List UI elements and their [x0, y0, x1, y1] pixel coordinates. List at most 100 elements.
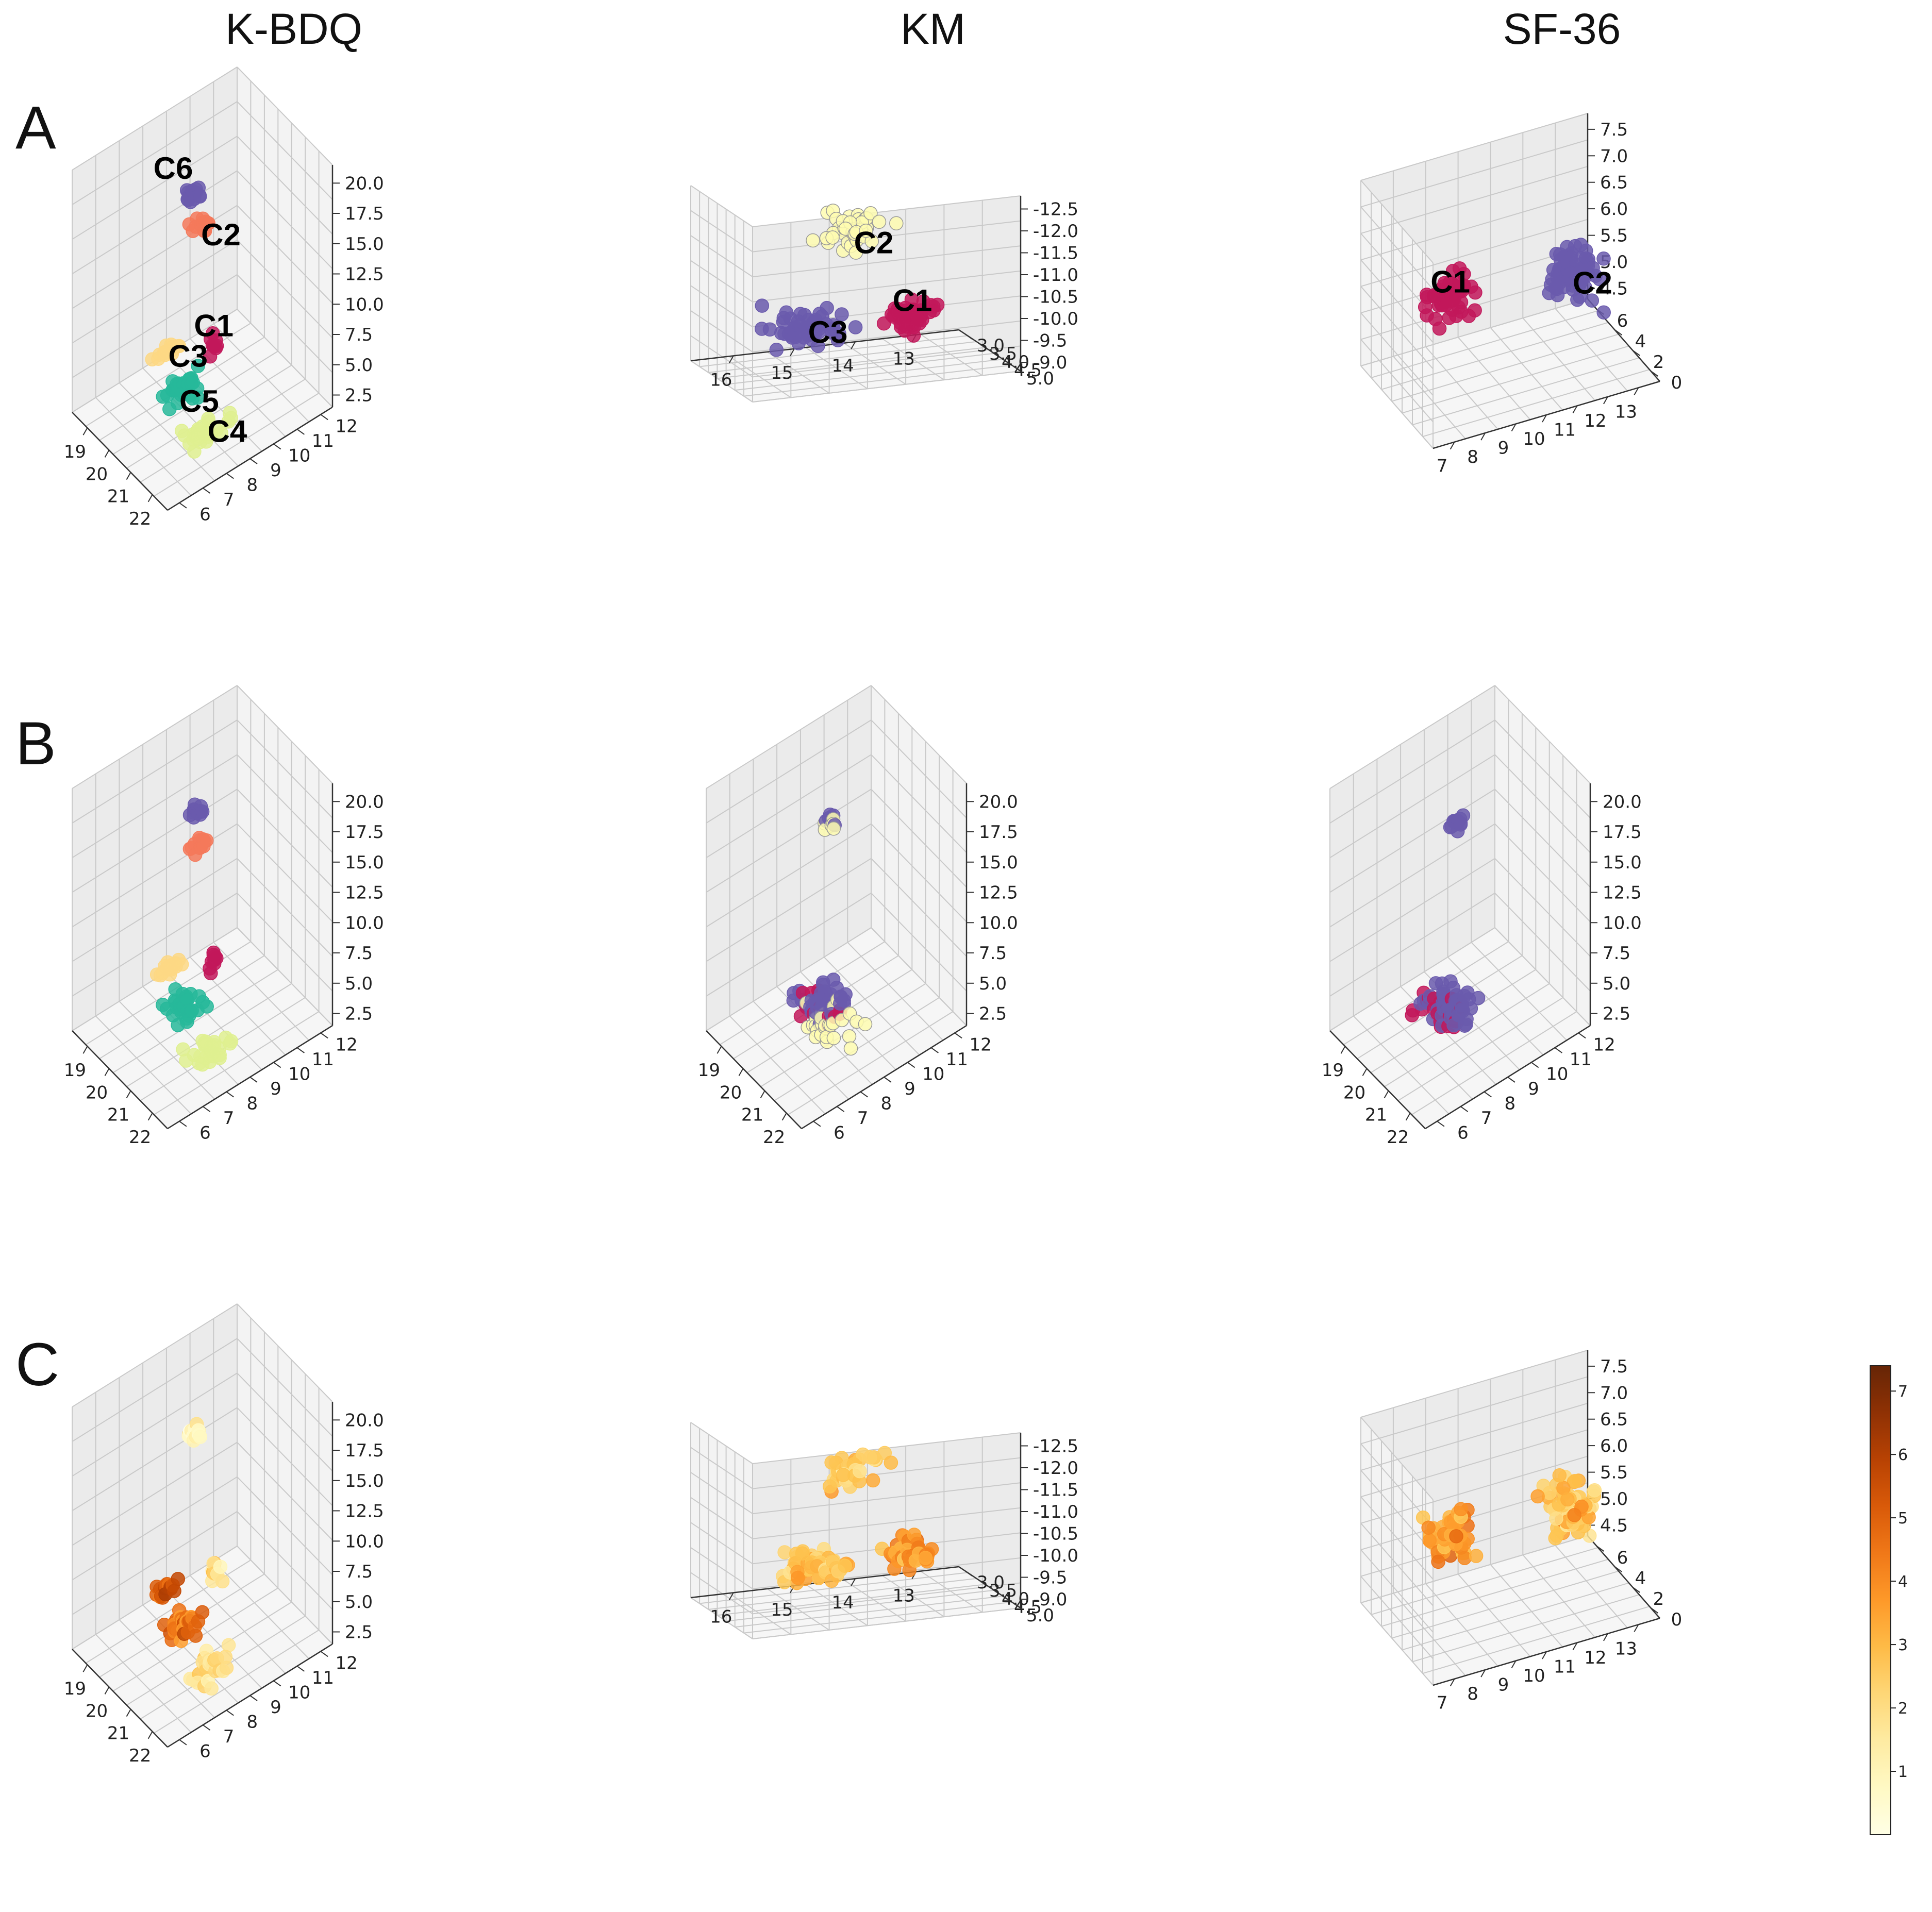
z-tick-label: 10.0 — [345, 294, 384, 315]
grid-line — [1425, 1583, 1498, 1667]
colorbar-tick-label: 7 — [1898, 1383, 1908, 1401]
y-tick-label: 12 — [1593, 1034, 1615, 1055]
y-tick-label: 6 — [1617, 1548, 1628, 1568]
grid-line — [213, 323, 310, 423]
z-tick-label: -12.5 — [1033, 1436, 1078, 1457]
z-tick-label: 7.5 — [1600, 120, 1628, 140]
grid-line — [706, 823, 872, 928]
grid-line — [690, 1547, 753, 1589]
grid-line — [871, 719, 967, 818]
data-point-km-c2 — [826, 821, 841, 836]
y-tick-label: 7 — [223, 490, 235, 510]
data-point-c4 — [218, 1650, 233, 1664]
z-tick-label: 5.0 — [345, 355, 373, 376]
column-title-sf36: SF-36 — [1503, 5, 1621, 53]
x-tick-label: 13 — [893, 349, 915, 370]
grid-line — [690, 310, 753, 353]
colorbar: 1 2 3 4 5 6 7 — [1870, 1361, 1908, 1845]
x-tick-label: 8 — [1467, 1684, 1478, 1704]
z-tick-label: 15.0 — [345, 852, 384, 873]
data-point-c2 — [806, 233, 820, 248]
z-tick-label: 7.5 — [345, 943, 373, 964]
data-point-c4 — [212, 1051, 227, 1065]
y-tick-label: 12 — [335, 416, 357, 437]
data-point-c2 — [1570, 292, 1585, 307]
grid-line — [119, 1619, 215, 1718]
z-tick-label: -10.5 — [1033, 1524, 1078, 1545]
x-tick-label: 19 — [1322, 1060, 1344, 1081]
y-tick-label: 8 — [246, 1094, 258, 1114]
y-tick — [1578, 1032, 1586, 1039]
data-point-c3 — [826, 318, 841, 332]
y-tick-label: 6 — [199, 1741, 211, 1762]
z-tick-label: 6.0 — [1600, 1436, 1628, 1456]
panel-a-km: 16 15 14 13 3.0 3.5 4.0 4.5 5.0 -9.0 -9.5 -10.0 -10.… — [670, 119, 1289, 675]
grid-line — [1360, 1602, 1434, 1686]
x-tick — [104, 1686, 110, 1695]
data-point-c2 — [824, 1455, 839, 1470]
y-tick — [226, 1709, 234, 1716]
y-tick-label: 7 — [857, 1108, 869, 1129]
y-tick-label: 2 — [1653, 352, 1664, 373]
data-point-c1 — [1452, 261, 1467, 276]
y-tick — [273, 443, 281, 450]
grid-line — [72, 858, 238, 962]
y-tick — [977, 1579, 985, 1585]
colorbar-tick-label: 5 — [1898, 1510, 1908, 1528]
x-tick — [790, 348, 795, 357]
y-tick-label: 6 — [199, 1123, 211, 1144]
pane-floor — [1361, 1536, 1660, 1685]
y-tick-label: 5.0 — [1026, 368, 1054, 389]
z-tick-label: 17.5 — [345, 204, 384, 224]
x-axis-line — [1329, 1030, 1426, 1129]
grid-line — [871, 927, 967, 1026]
colorbar-svg: 1 2 3 4 5 6 7 — [1870, 1365, 1908, 1835]
x-tick — [1634, 1624, 1639, 1632]
x-tick-label: 20 — [1343, 1082, 1365, 1103]
z-tick-label: -9.0 — [1033, 353, 1067, 373]
data-point-c5 — [195, 1605, 210, 1620]
y-tick — [249, 1695, 258, 1701]
grid-line — [237, 66, 333, 165]
y-tick — [1484, 1091, 1492, 1098]
data-point-c3 — [835, 307, 849, 322]
grid-line — [237, 101, 333, 200]
data-point-c2 — [201, 216, 215, 231]
grid-line — [1376, 1001, 1473, 1100]
y-tick — [1437, 1120, 1445, 1127]
x-tick-label: 9 — [1498, 438, 1509, 459]
y-tick-label: 3.0 — [977, 336, 1005, 356]
grid-line — [752, 220, 1021, 253]
grid-line — [1329, 858, 1495, 962]
grid-line — [690, 1447, 753, 1489]
x-tick-label: 11 — [1554, 1656, 1576, 1677]
cluster-label-c3: C3 — [168, 339, 208, 374]
grid-line — [871, 789, 967, 888]
grid-line — [690, 1497, 753, 1539]
x-tick-label: 10 — [1523, 429, 1545, 449]
data-point-sf-c2 — [1463, 1001, 1478, 1016]
z-tick-label: 5.0 — [979, 974, 1007, 994]
y-tick-label: 12 — [335, 1653, 357, 1673]
data-point-c2 — [822, 1479, 837, 1494]
grid-line — [752, 270, 1021, 303]
x-tick — [82, 1046, 88, 1054]
x-tick — [1634, 387, 1639, 395]
y-tick — [884, 1077, 892, 1083]
data-point-c2 — [1542, 286, 1557, 300]
x-tick-label: 14 — [831, 356, 854, 376]
z-tick-label: -11.5 — [1033, 243, 1078, 264]
grid-line — [1412, 357, 1640, 426]
cluster-label-c4: C4 — [208, 414, 247, 449]
grid-line — [1402, 1582, 1629, 1651]
x-tick — [82, 1664, 88, 1672]
colorbar-tick-label: 4 — [1898, 1573, 1908, 1591]
row-label-c: C — [15, 1331, 60, 1399]
data-point-c3 — [777, 1545, 792, 1559]
grid-line — [871, 858, 967, 957]
grid-line — [72, 893, 238, 997]
data-point-c1 — [215, 1574, 230, 1589]
x-tick — [851, 341, 856, 349]
